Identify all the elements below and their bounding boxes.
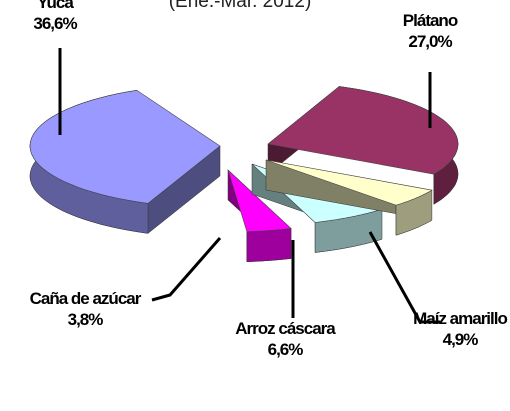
leader-line [368,231,440,324]
slice-top [227,169,292,232]
category-name: Yuca [37,0,74,12]
slice-label: Arroz cáscara 6,6% [225,318,345,360]
leader-lines [58,48,440,324]
slice-label: Maíz amarillo 4,9% [405,308,510,350]
slice-label: Plátano 27,0% [360,10,500,52]
chart-subtitle: (Ene.-Mar. 2012) [168,0,312,12]
slice-top [265,159,433,206]
category-name: Arroz cáscara [235,319,335,338]
slice-wall [246,228,292,262]
slice-top [267,86,459,175]
leader-line [151,237,222,302]
slice-label: Yuca 36,6% [0,0,115,34]
value-label: 6,6% [267,340,304,359]
value-label: 4,9% [442,330,479,349]
category-name: Caña de azúcar [29,289,142,308]
slice-top [29,89,221,204]
value-label: 36,6% [33,14,77,33]
category-name: Maíz amarillo [413,309,508,328]
slice-label: Caña de azúcar 3,8% [20,288,150,330]
value-label: 3,8% [67,310,104,329]
category-name: Plátano [402,11,458,30]
value-label: 27,0% [408,32,452,51]
